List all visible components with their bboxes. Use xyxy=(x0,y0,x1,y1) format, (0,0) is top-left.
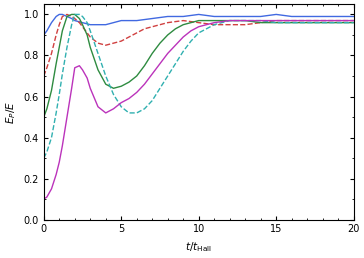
X-axis label: $t/t_{\rm Hall}$: $t/t_{\rm Hall}$ xyxy=(185,240,212,254)
Y-axis label: $E_P/E$: $E_P/E$ xyxy=(4,100,18,124)
